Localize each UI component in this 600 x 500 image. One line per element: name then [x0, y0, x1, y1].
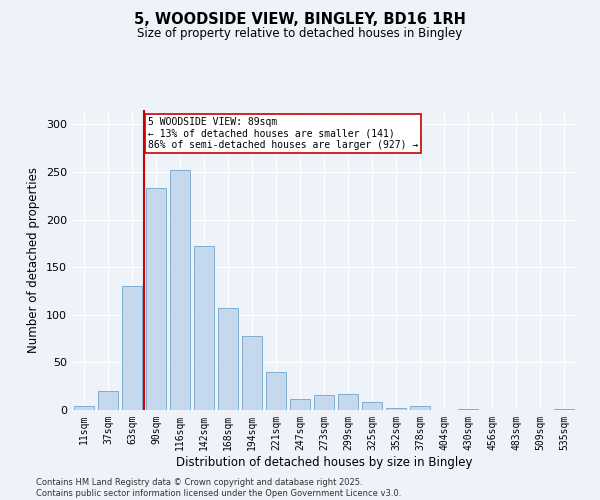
Bar [218, 308, 238, 410]
Bar [74, 406, 94, 410]
Bar [314, 395, 334, 410]
Bar [146, 188, 166, 410]
Bar [362, 402, 382, 410]
Text: 5, WOODSIDE VIEW, BINGLEY, BD16 1RH: 5, WOODSIDE VIEW, BINGLEY, BD16 1RH [134, 12, 466, 28]
Bar [170, 170, 190, 410]
Text: Contains HM Land Registry data © Crown copyright and database right 2025.
Contai: Contains HM Land Registry data © Crown c… [36, 478, 401, 498]
X-axis label: Distribution of detached houses by size in Bingley: Distribution of detached houses by size … [176, 456, 472, 468]
Bar [266, 372, 286, 410]
Bar [122, 286, 142, 410]
Bar [98, 391, 118, 410]
Bar [194, 246, 214, 410]
Text: Size of property relative to detached houses in Bingley: Size of property relative to detached ho… [137, 28, 463, 40]
Y-axis label: Number of detached properties: Number of detached properties [28, 167, 40, 353]
Bar [458, 409, 478, 410]
Bar [338, 394, 358, 410]
Text: 5 WOODSIDE VIEW: 89sqm
← 13% of detached houses are smaller (141)
86% of semi-de: 5 WOODSIDE VIEW: 89sqm ← 13% of detached… [148, 116, 418, 150]
Bar [554, 409, 574, 410]
Bar [410, 406, 430, 410]
Bar [242, 336, 262, 410]
Bar [386, 408, 406, 410]
Bar [290, 398, 310, 410]
